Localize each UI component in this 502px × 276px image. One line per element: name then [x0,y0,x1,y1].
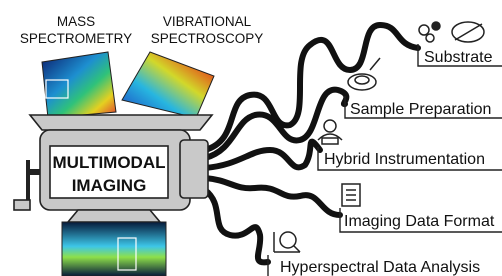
data-format-icon [342,184,360,206]
handle-grip [14,200,30,210]
output-label: Hybrid Instrumentation [324,151,485,168]
output-label: Hyperspectral Data Analysis [280,259,480,276]
bottom-outlet [68,210,160,222]
output-label: Substrate [424,49,493,66]
output-image [62,222,166,276]
machine-label: MULTIMODAL [53,153,166,172]
machine-label: IMAGING [72,176,147,195]
input-label: SPECTROMETRY [20,31,132,46]
analysis-icon [274,232,300,252]
hopper [30,115,212,130]
output-boxes: Substrate Sample Preparation Hybrid Inst… [268,44,502,276]
page: MASS SPECTROMETRY VIBRATIONAL SPECTROSCO… [0,0,502,276]
instrument-icon [318,120,342,144]
vs-image [122,52,214,118]
substrate-icon [419,22,484,42]
input-label: MASS [57,14,95,29]
output-label: Sample Preparation [350,101,491,118]
outlet-nozzle [180,140,208,198]
input-label: SPECTROSCOPY [151,31,264,46]
diagram: MASS SPECTROMETRY VIBRATIONAL SPECTROSCO… [0,0,502,276]
sample-prep-icon [348,58,380,90]
output-label: Imaging Data Format [344,213,495,230]
ms-image [42,52,116,118]
input-label: VIBRATIONAL [163,14,252,29]
